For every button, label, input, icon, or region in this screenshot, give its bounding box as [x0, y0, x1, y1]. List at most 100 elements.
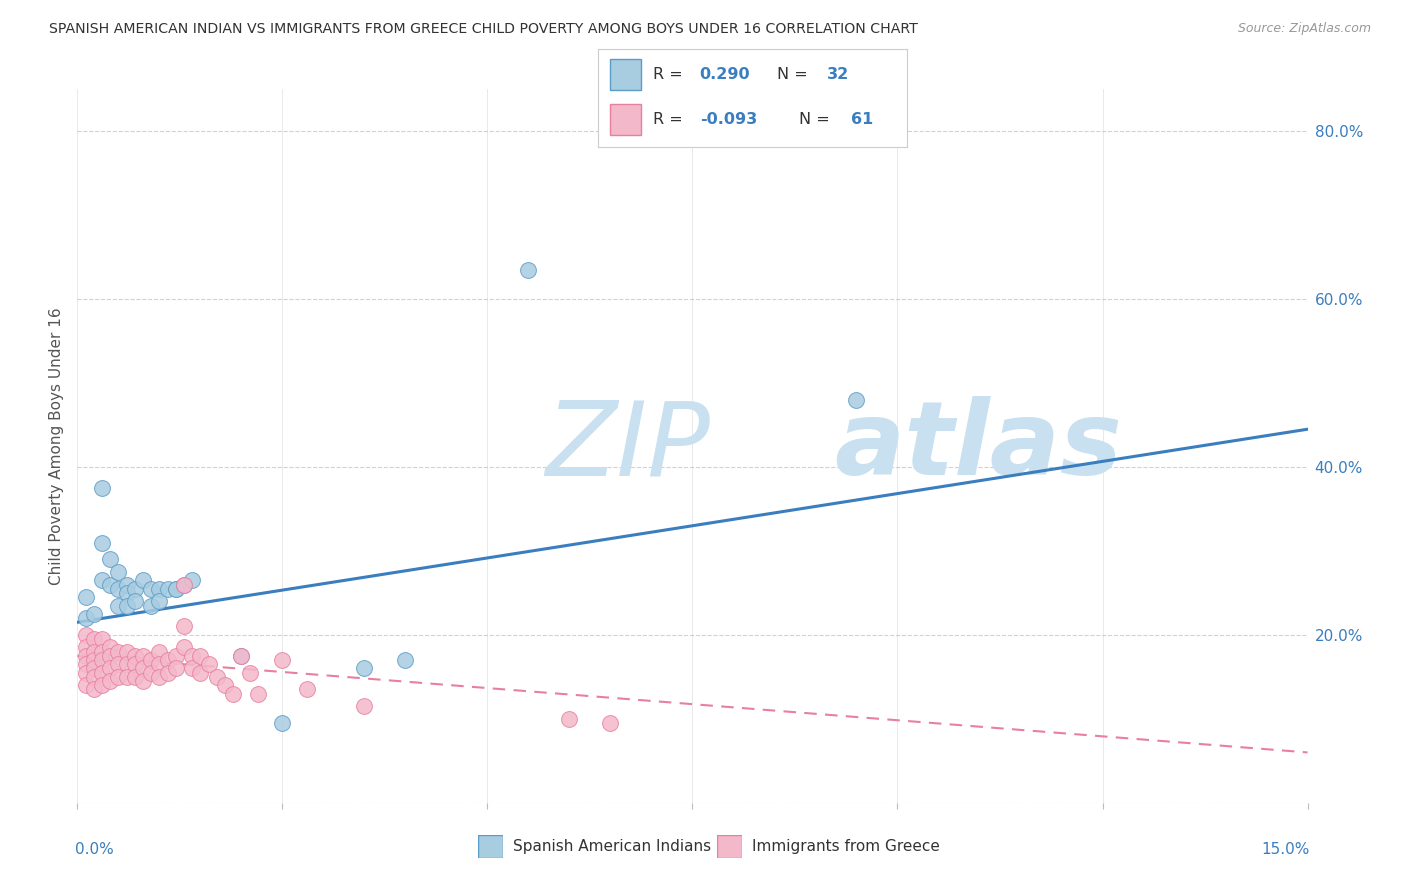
Point: [132, 674, 155, 689]
Point: [214, 678, 236, 692]
Point: [246, 687, 269, 701]
Point: [173, 577, 195, 591]
Point: [90, 574, 114, 588]
Point: [83, 632, 105, 646]
Point: [115, 657, 138, 672]
Text: 0.290: 0.290: [700, 67, 751, 82]
Point: [165, 582, 187, 596]
Point: [148, 645, 170, 659]
Bar: [610, 104, 641, 136]
Point: [181, 648, 204, 663]
Point: [148, 657, 170, 672]
Point: [75, 665, 97, 680]
Point: [98, 577, 121, 591]
Point: [124, 657, 146, 672]
Point: [353, 699, 375, 714]
Point: [83, 682, 105, 697]
Point: [271, 716, 294, 731]
Point: [188, 665, 212, 680]
Point: [98, 640, 121, 655]
Point: [173, 619, 195, 633]
Point: [98, 552, 121, 566]
Point: [107, 582, 129, 596]
Text: R =: R =: [654, 112, 688, 128]
Y-axis label: Child Poverty Among Boys Under 16: Child Poverty Among Boys Under 16: [49, 307, 65, 585]
Text: R =: R =: [654, 67, 688, 82]
Point: [75, 657, 97, 672]
Point: [107, 599, 129, 613]
Point: [90, 678, 114, 692]
Point: [115, 577, 138, 591]
Text: -0.093: -0.093: [700, 112, 756, 128]
Point: [90, 535, 114, 549]
Text: 0.0%: 0.0%: [75, 842, 114, 857]
Point: [75, 611, 97, 625]
Point: [181, 661, 204, 675]
Point: [98, 661, 121, 675]
Point: [295, 682, 318, 697]
Point: [173, 640, 195, 655]
Point: [98, 674, 121, 689]
Point: [107, 645, 129, 659]
Point: [173, 577, 195, 591]
Point: [156, 582, 179, 596]
Point: [124, 594, 146, 608]
Text: N =: N =: [778, 67, 813, 82]
Point: [132, 661, 155, 675]
Point: [271, 653, 294, 667]
Point: [197, 657, 219, 672]
Point: [188, 648, 212, 663]
Text: 61: 61: [851, 112, 873, 128]
Point: [124, 582, 146, 596]
Bar: [610, 59, 641, 90]
Point: [165, 661, 187, 675]
Point: [148, 670, 170, 684]
Point: [132, 574, 155, 588]
Point: [107, 657, 129, 672]
Point: [83, 645, 105, 659]
Point: [353, 661, 375, 675]
Point: [599, 716, 621, 731]
Point: [98, 648, 121, 663]
Point: [141, 665, 163, 680]
Text: atlas: atlas: [834, 395, 1122, 497]
Point: [75, 628, 97, 642]
Point: [148, 582, 170, 596]
Text: ZIP: ZIP: [546, 396, 710, 496]
Point: [90, 632, 114, 646]
Point: [83, 607, 105, 621]
Point: [115, 670, 138, 684]
Point: [141, 582, 163, 596]
Point: [558, 712, 581, 726]
Point: [90, 481, 114, 495]
Point: [141, 653, 163, 667]
Point: [156, 665, 179, 680]
Point: [75, 640, 97, 655]
Point: [141, 599, 163, 613]
Point: [231, 648, 253, 663]
Point: [231, 648, 253, 663]
Point: [517, 262, 540, 277]
Point: [132, 648, 155, 663]
Point: [107, 670, 129, 684]
Point: [107, 565, 129, 579]
Point: [75, 648, 97, 663]
Point: [148, 594, 170, 608]
Point: [83, 661, 105, 675]
Point: [845, 392, 868, 407]
Text: Spanish American Indians: Spanish American Indians: [513, 839, 711, 854]
Point: [75, 590, 97, 604]
Text: Immigrants from Greece: Immigrants from Greece: [752, 839, 941, 854]
Point: [75, 678, 97, 692]
Point: [124, 670, 146, 684]
Point: [83, 653, 105, 667]
Point: [115, 586, 138, 600]
Point: [165, 648, 187, 663]
Point: [90, 645, 114, 659]
Point: [115, 645, 138, 659]
Point: [239, 665, 262, 680]
Point: [90, 653, 114, 667]
Text: SPANISH AMERICAN INDIAN VS IMMIGRANTS FROM GREECE CHILD POVERTY AMONG BOYS UNDER: SPANISH AMERICAN INDIAN VS IMMIGRANTS FR…: [49, 22, 918, 37]
Text: Source: ZipAtlas.com: Source: ZipAtlas.com: [1237, 22, 1371, 36]
Point: [124, 648, 146, 663]
